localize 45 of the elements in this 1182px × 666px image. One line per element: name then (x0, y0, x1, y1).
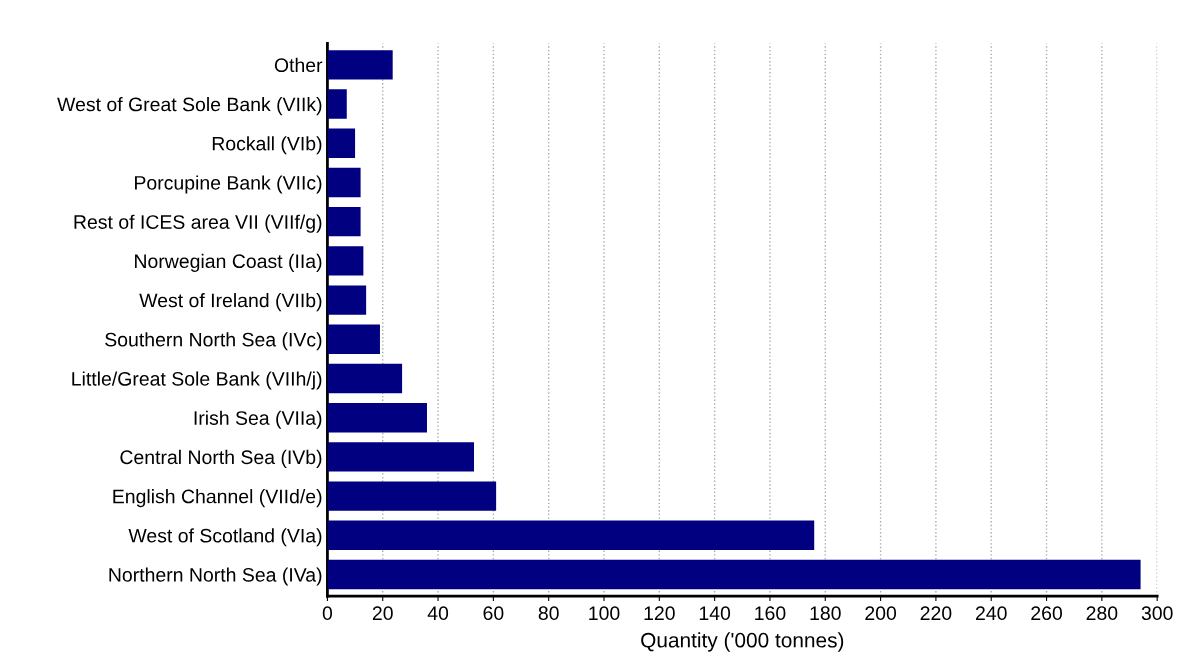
x-tick-label: 80 (538, 606, 559, 621)
bar (327, 481, 497, 511)
y-tick-label: Other (274, 57, 323, 73)
y-tick-label: English Channel (VIId/e) (113, 489, 322, 508)
x-tick-label: 180 (810, 606, 841, 621)
y-tick-label: Little/Great Sole Bank (VIIh/j) (72, 371, 322, 390)
x-tick-label: 0 (322, 606, 333, 621)
bar (327, 89, 347, 119)
y-tick-label: Irish Sea (VIIa) (194, 410, 322, 429)
x-tick-label: 200 (865, 606, 897, 621)
x-tick-label: 40 (427, 606, 449, 621)
x-tick-label: 60 (483, 606, 504, 621)
y-tick-label: Rockall (VIb) (212, 136, 322, 155)
y-tick-label: West of Ireland (VIIb) (139, 293, 322, 312)
bar (327, 520, 815, 551)
bar (327, 206, 361, 237)
bar (327, 559, 1141, 590)
bar (327, 167, 361, 198)
x-tick-label: 260 (1031, 606, 1063, 621)
y-tick-label: West of Scotland (VIa) (128, 528, 322, 547)
y-tick-label: Central North Sea (IVb) (120, 449, 322, 468)
y-tick-label: Norwegian Coast (IIa) (135, 253, 322, 272)
y-tick-label: Rest of ICES area VII (VIIf/g) (74, 214, 322, 233)
x-tick-label: 240 (975, 606, 1007, 621)
x-tick-label: 100 (589, 606, 620, 621)
x-tick-label: 300 (1141, 606, 1173, 621)
bar (327, 442, 475, 472)
bar (327, 363, 403, 394)
bar (327, 50, 393, 80)
x-tick-label: 220 (920, 606, 952, 621)
y-tick-label: West of Great Sole Bank (VIIk) (57, 97, 322, 116)
bar (327, 324, 380, 354)
x-tick-label: 280 (1086, 606, 1118, 621)
bar (327, 128, 356, 158)
x-tick-label: 160 (755, 606, 786, 621)
y-tick-label: Porcupine Bank (VIIc) (135, 175, 322, 194)
x-axis-title: Quantity ('000 tonnes) (641, 632, 844, 652)
bar (327, 246, 364, 276)
bar (327, 285, 367, 315)
x-tick-label: 20 (372, 606, 393, 621)
y-tick-label: Southern North Sea (IVc) (105, 332, 322, 351)
y-tick-label: Northern North Sea (IVa) (109, 567, 322, 586)
x-tick-label: 120 (644, 606, 675, 621)
bar (327, 402, 427, 433)
x-tick-label: 140 (699, 606, 731, 621)
